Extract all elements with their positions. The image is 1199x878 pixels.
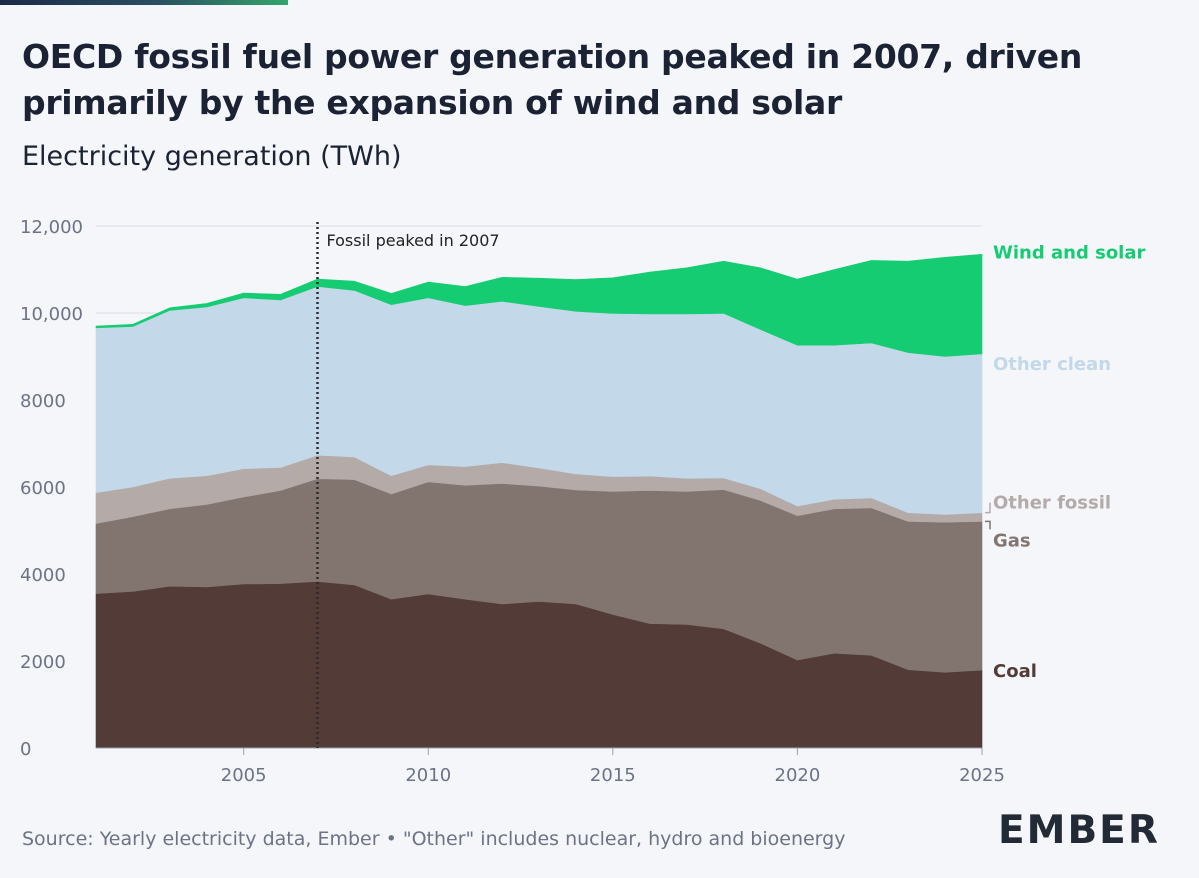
- top-accent-bar: [0, 0, 288, 5]
- y-tick-label-4000: 4000: [20, 565, 66, 586]
- x-tick-label-2005: 2005: [221, 765, 267, 786]
- ember-logo: EMBER: [998, 808, 1160, 853]
- x-tick-label-2020: 2020: [775, 765, 821, 786]
- series-label-other_fossil: Other fossil: [993, 493, 1111, 514]
- chart-subtitle: Electricity generation (TWh): [22, 141, 402, 172]
- annotation-label: Fossil peaked in 2007: [327, 231, 500, 250]
- x-tick-label-2015: 2015: [590, 765, 636, 786]
- chart-title: OECD fossil fuel power generation peaked…: [22, 37, 1083, 122]
- other-fossil-leader: [985, 502, 991, 514]
- series-label-other_clean: Other clean: [993, 354, 1111, 375]
- series-labels: Wind and solar Other clean Other fossil Gas…: [985, 242, 1145, 682]
- x-tick-label-2010: 2010: [405, 765, 451, 786]
- y-tick-label-12000: 12,000: [20, 217, 83, 238]
- series-label-coal: Coal: [993, 661, 1037, 682]
- y-tick-label-6000: 6000: [20, 478, 66, 499]
- y-tick-label-8000: 8000: [20, 391, 66, 412]
- y-tick-label-10000: 10,000: [20, 304, 83, 325]
- area-series: [95, 253, 983, 749]
- series-label-gas: Gas: [993, 530, 1031, 551]
- gas-leader: [985, 520, 991, 530]
- y-tick-label-2000: 2000: [20, 652, 66, 673]
- series-label-wind_solar: Wind and solar: [993, 242, 1145, 263]
- source-note: Source: Yearly electricity data, Ember •…: [22, 828, 846, 850]
- annotation: Fossil peaked in 2007: [316, 222, 500, 748]
- y-tick-label-0: 0: [20, 739, 31, 760]
- y-axis: 0 2000 4000 6000 8000 10,000 12,000: [20, 217, 83, 760]
- x-axis: 2005 2010 2015 2020 2025: [96, 747, 1005, 786]
- area-wind_solar: [95, 253, 983, 357]
- x-tick-label-2025: 2025: [959, 765, 1005, 786]
